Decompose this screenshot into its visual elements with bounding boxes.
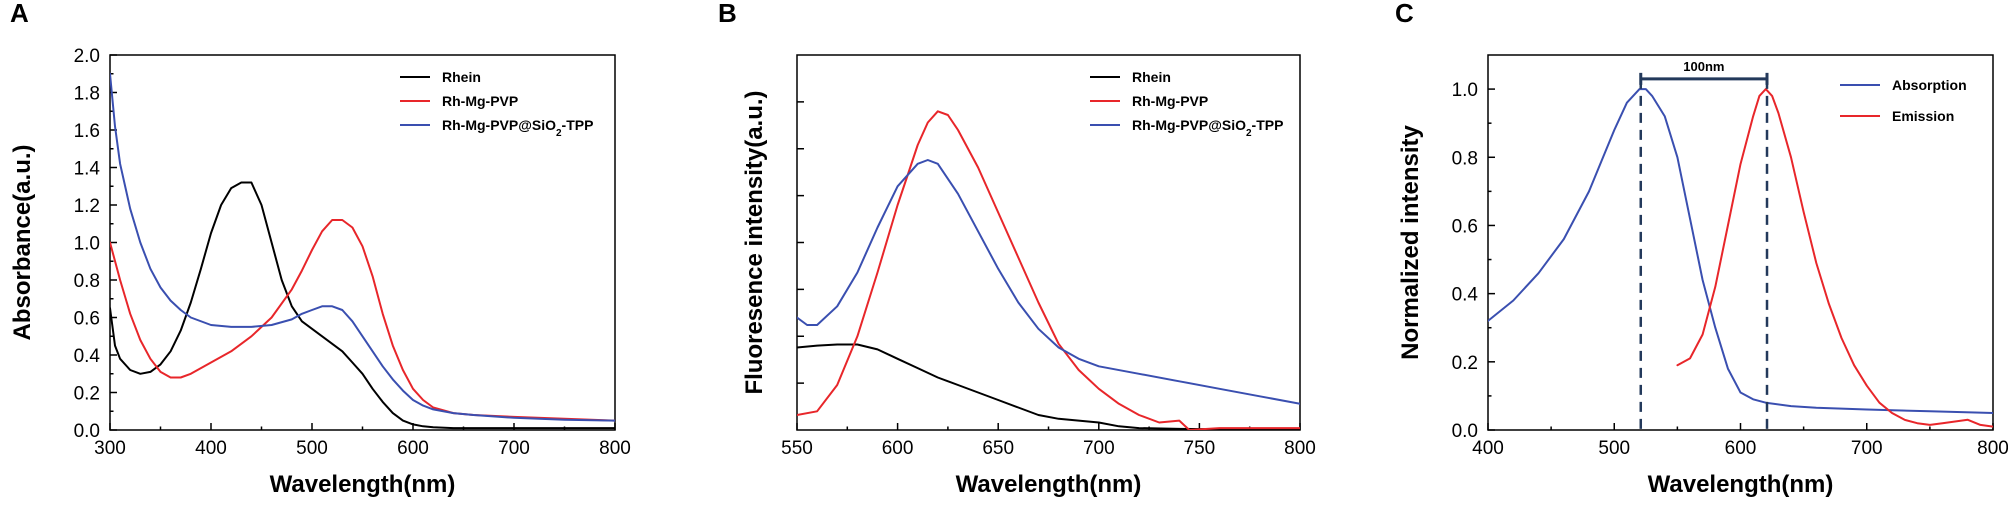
legend-label-part: Rh-Mg-PVP@SiO <box>1132 117 1246 133</box>
legend-label: Rhein <box>442 69 481 85</box>
x-tick-label: 600 <box>397 438 429 459</box>
legend-label-part: Rhein <box>442 69 481 85</box>
series-line-rh-mg-pvp <box>797 110 1300 430</box>
panel-letter: C <box>1395 0 1414 28</box>
x-tick-label: 300 <box>94 438 126 459</box>
x-axis-label: Wavelength(nm) <box>956 471 1142 498</box>
x-axis-label: Wavelength(nm) <box>270 471 456 498</box>
series-line-rh-mg-pvp-sio2-tpp <box>110 72 615 422</box>
legend-label: Emission <box>1892 108 1954 124</box>
x-tick-label: 400 <box>1472 438 1504 459</box>
y-tick-label: 0.6 <box>74 309 100 330</box>
plot-frame <box>796 54 1301 431</box>
y-axis-label: Absorbance(a.u.) <box>9 144 36 340</box>
legend-label-part: 2 <box>556 128 562 139</box>
y-tick-label: 1.8 <box>74 84 100 105</box>
x-tick-label: 800 <box>1977 438 2008 459</box>
legend-label: Rh-Mg-PVP <box>442 93 518 109</box>
legend-label: Rh-Mg-PVP@SiO2-TPP <box>1132 117 1283 139</box>
legend-label: Rhein <box>1132 69 1171 85</box>
chart-panel-b: B 550 600 650 700 750 800 Wavelength(nm) Fluores… <box>718 0 1316 498</box>
legend: Rhein Rh-Mg-PVP Rh-Mg-PVP@SiO2-TPP <box>400 69 593 139</box>
stokes-shift-label: 100nm <box>1683 59 1724 74</box>
x-tick-label: 550 <box>781 438 813 459</box>
y-tick-label: 0.8 <box>74 271 100 292</box>
legend-label: Rh-Mg-PVP <box>1132 93 1208 109</box>
series-line-rhein <box>110 181 615 430</box>
x-tick-label: 500 <box>296 438 328 459</box>
legend-label-part: Rh-Mg-PVP <box>442 93 518 109</box>
y-tick-label: 2.0 <box>74 46 100 67</box>
chart-panel-c: C 400 500 600 700 800 0.0 0.2 0.4 0.6 0.8 1.0 Wavele… <box>1395 0 2008 498</box>
series-line-rh-mg-pvp-sio2-tpp <box>797 159 1300 405</box>
y-tick-label: 1.4 <box>74 159 101 180</box>
y-tick-label: 0.0 <box>1452 421 1478 442</box>
x-tick-label: 800 <box>599 438 631 459</box>
legend-label-part: Absorption <box>1892 77 1967 93</box>
series-line-emission <box>1676 88 1993 428</box>
legend-label-part: -TPP <box>1252 117 1284 133</box>
y-tick-label: 0.4 <box>1452 285 1479 306</box>
series-line-absorption <box>1488 88 1993 414</box>
legend-label-part: -TPP <box>562 117 594 133</box>
legend-label: Rh-Mg-PVP@SiO2-TPP <box>442 117 593 139</box>
y-tick-label: 1.2 <box>74 196 100 217</box>
y-tick-label: 1.0 <box>74 234 100 255</box>
y-tick-label: 0.4 <box>74 346 101 367</box>
x-axis-label: Wavelength(nm) <box>1648 471 1834 498</box>
x-tick-label: 600 <box>882 438 914 459</box>
panel-letter: A <box>10 0 29 28</box>
y-tick-label: 0.8 <box>1452 148 1478 169</box>
y-axis-label: Normalized intensity <box>1397 124 1424 359</box>
x-tick-label: 650 <box>982 438 1014 459</box>
panel-letter: B <box>718 0 737 28</box>
x-tick-label: 800 <box>1284 438 1316 459</box>
legend-label-part: Rh-Mg-PVP <box>1132 93 1208 109</box>
y-tick-label: 0.6 <box>1452 216 1478 237</box>
y-tick-label: 0.2 <box>74 384 100 405</box>
y-tick-label: 1.6 <box>74 121 100 142</box>
y-axis-label: Fluoresence intensity(a.u.) <box>741 90 768 394</box>
x-tick-label: 700 <box>1851 438 1883 459</box>
y-tick-label: 0.2 <box>1452 353 1478 374</box>
series-line-rh-mg-pvp <box>110 219 615 422</box>
x-tick-label: 700 <box>1083 438 1115 459</box>
legend-label-part: Rh-Mg-PVP@SiO <box>442 117 556 133</box>
x-tick-label: 700 <box>498 438 530 459</box>
legend: Absorption Emission <box>1840 77 1967 124</box>
legend-label-part: Rhein <box>1132 69 1171 85</box>
x-tick-label: 400 <box>195 438 227 459</box>
x-tick-label: 600 <box>1725 438 1757 459</box>
legend-label-part: Emission <box>1892 108 1954 124</box>
x-tick-label: 500 <box>1598 438 1630 459</box>
series-line-rhein <box>797 343 1300 430</box>
y-tick-label: 0.0 <box>74 421 100 442</box>
legend-label: Absorption <box>1892 77 1967 93</box>
x-tick-label: 750 <box>1184 438 1216 459</box>
chart-panel-a: A 300 400 500 600 700 800 0.0 0.2 0.4 0.6 0.8 1.0 1.2… <box>9 0 631 498</box>
legend: Rhein Rh-Mg-PVP Rh-Mg-PVP@SiO2-TPP <box>1090 69 1283 139</box>
legend-label-part: 2 <box>1246 128 1252 139</box>
y-tick-label: 1.0 <box>1452 80 1478 101</box>
